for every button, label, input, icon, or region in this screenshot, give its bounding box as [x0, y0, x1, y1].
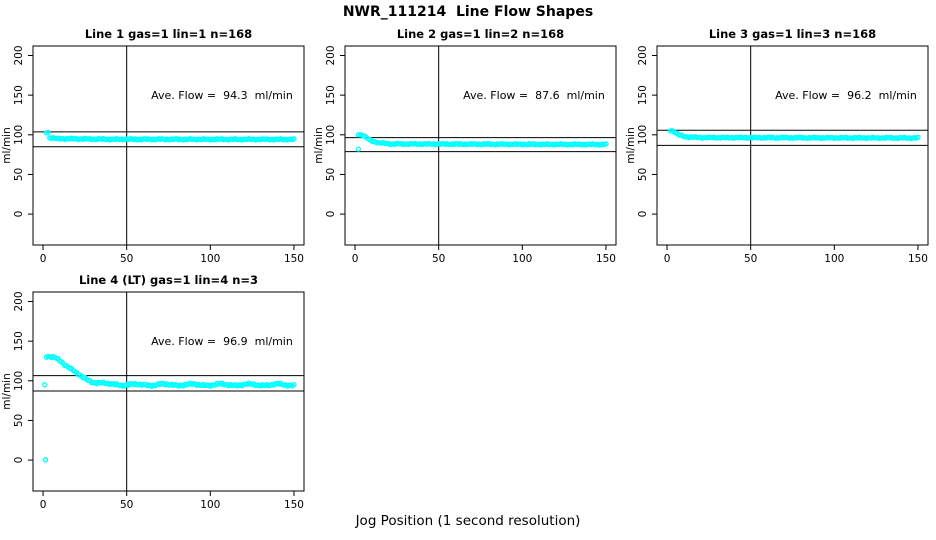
- plot-box: [656, 45, 929, 246]
- y-tick-label: 200: [13, 291, 25, 311]
- figure-title: NWR_111214 Line Flow Shapes: [342, 4, 594, 20]
- x-tick-label: 150: [908, 253, 928, 264]
- data-point: [915, 134, 921, 140]
- data-point: [603, 141, 609, 147]
- x-tick-label: 100: [200, 499, 220, 510]
- y-tick-label: 100: [325, 125, 337, 145]
- outlier-point: [355, 146, 362, 152]
- ave-flow-annotation: Ave. Flow = 87.6 ml/min: [463, 89, 605, 102]
- panel-title: Line 4 (LT) gas=1 lin=4 n=3: [79, 273, 258, 287]
- x-tick-label: 0: [664, 253, 671, 264]
- y-tick-label: 50: [325, 168, 337, 181]
- y-tick-label: 200: [637, 45, 649, 65]
- x-tick-label: 150: [596, 253, 616, 264]
- x-tick-label: 50: [432, 253, 445, 264]
- y-tick-label: 0: [13, 211, 25, 218]
- x-tick-label: 50: [120, 499, 133, 510]
- y-axis-label: ml/min: [1, 127, 13, 163]
- data-point: [291, 136, 297, 142]
- panels-grid: Line 1 gas=1 lin=1 n=168 0 50 100 150 0 50 100 1…: [0, 18, 936, 510]
- y-tick-label: 150: [13, 85, 25, 105]
- panel-title: Line 2 gas=1 lin=2 n=168: [397, 27, 564, 41]
- panel-title: Line 3 gas=1 lin=3 n=168: [709, 27, 876, 41]
- y-tick-label: 200: [13, 45, 25, 65]
- x-tick-label: 100: [512, 253, 532, 264]
- ave-flow-annotation: Ave. Flow = 96.2 ml/min: [775, 89, 917, 102]
- y-tick-label: 0: [637, 211, 649, 218]
- plot-box: [32, 291, 305, 492]
- y-tick-label: 150: [325, 85, 337, 105]
- x-tick-label: 50: [120, 253, 133, 264]
- plot-box: [32, 45, 305, 246]
- x-tick-label: 0: [40, 253, 47, 264]
- x-tick-label: 0: [40, 499, 47, 510]
- data-point: [45, 129, 51, 136]
- y-tick-label: 100: [13, 125, 25, 145]
- panel-1: Line 1 gas=1 lin=1 n=168 0 50 100 150 0 50 100 1…: [1, 27, 305, 264]
- y-tick-label: 0: [325, 211, 337, 218]
- y-tick-label: 200: [325, 45, 337, 65]
- y-tick-label: 150: [13, 331, 25, 351]
- panel-4: Line 4 (LT) gas=1 lin=4 n=3 0 50 100 150 0 50 1…: [1, 273, 305, 510]
- panel-title: Line 1 gas=1 lin=1 n=168: [85, 27, 252, 41]
- panel-2: Line 2 gas=1 lin=2 n=168 0 50 100 150 0 50 100 1…: [313, 27, 617, 264]
- x-tick-label: 100: [200, 253, 220, 264]
- y-axis-label: ml/min: [1, 373, 13, 409]
- panel-3: Line 3 gas=1 lin=3 n=168 0 50 100 150 0 50 100 1…: [625, 27, 929, 264]
- y-tick-label: 50: [13, 414, 25, 427]
- y-tick-label: 50: [637, 168, 649, 181]
- outlier-point: [42, 457, 49, 463]
- x-axis-label: Jog Position (1 second resolution): [355, 513, 581, 529]
- x-tick-label: 150: [284, 499, 304, 510]
- y-tick-label: 0: [13, 457, 25, 464]
- y-tick-label: 150: [637, 85, 649, 105]
- y-axis-label: ml/min: [625, 127, 637, 163]
- y-tick-label: 100: [637, 125, 649, 145]
- plot-box: [344, 45, 617, 246]
- ave-flow-annotation: Ave. Flow = 96.9 ml/min: [151, 335, 293, 348]
- y-tick-label: 100: [13, 371, 25, 391]
- y-tick-label: 50: [13, 168, 25, 181]
- data-point: [291, 381, 297, 388]
- outlier-point: [42, 382, 48, 388]
- x-tick-label: 150: [284, 253, 304, 264]
- ave-flow-annotation: Ave. Flow = 94.3 ml/min: [151, 89, 293, 102]
- x-tick-label: 0: [352, 253, 359, 264]
- y-axis-label: ml/min: [313, 127, 325, 163]
- x-tick-label: 50: [744, 253, 757, 264]
- x-tick-label: 100: [824, 253, 844, 264]
